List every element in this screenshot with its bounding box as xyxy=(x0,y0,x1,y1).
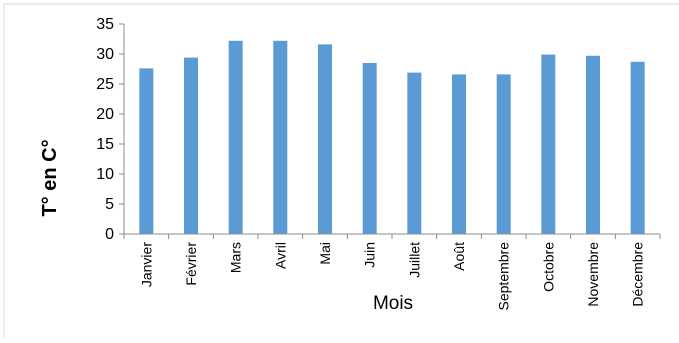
y-tick-label: 20 xyxy=(96,106,114,123)
bars-group xyxy=(139,40,645,235)
bar-octobre xyxy=(541,54,556,234)
bar-décembre xyxy=(630,61,645,234)
axes-group xyxy=(123,24,660,235)
chart-outer-border xyxy=(3,3,679,338)
x-category-label: Mars xyxy=(228,242,244,273)
x-category-label: Août xyxy=(451,242,467,271)
x-category-label: Octobre xyxy=(540,242,556,292)
x-category-label: Avril xyxy=(272,242,288,269)
y-tick-label: 25 xyxy=(96,76,114,93)
bar-janvier xyxy=(139,68,154,235)
y-tick-label: 0 xyxy=(105,226,114,243)
x-category-label: Juillet xyxy=(406,242,422,278)
bar-février xyxy=(184,57,198,234)
x-category-label: Décembre xyxy=(630,242,646,307)
bar-août xyxy=(452,74,466,235)
bar-avril xyxy=(273,40,288,234)
y-tick-label: 15 xyxy=(96,136,114,153)
bar-juillet xyxy=(407,72,422,234)
y-tick-label: 30 xyxy=(96,46,114,63)
y-tick-label: 5 xyxy=(105,196,114,213)
y-tick-label: 35 xyxy=(96,16,114,33)
y-axis-title: T° en C° xyxy=(39,139,61,216)
bar-mai xyxy=(318,44,332,235)
bar-mars xyxy=(228,40,243,234)
x-category-label: Mai xyxy=(317,242,333,265)
x-axis-title: Mois xyxy=(373,293,413,314)
y-tick-labels: 0 5 10 15 20 25 30 35 xyxy=(96,16,124,243)
bar-novembre xyxy=(586,55,600,234)
x-category-label: Février xyxy=(183,242,199,286)
bar-juin xyxy=(362,63,377,234)
x-category-label: Septembre xyxy=(496,242,512,311)
x-category-label: Novembre xyxy=(585,242,601,307)
x-category-label: Janvier xyxy=(138,242,154,287)
y-tick-label: 10 xyxy=(96,166,114,183)
x-category-labels: Janvier Février Mars Avril Mai Juin Juillet Aoû… xyxy=(123,234,661,311)
bar-septembre xyxy=(496,74,511,235)
x-category-label: Juin xyxy=(362,242,378,268)
